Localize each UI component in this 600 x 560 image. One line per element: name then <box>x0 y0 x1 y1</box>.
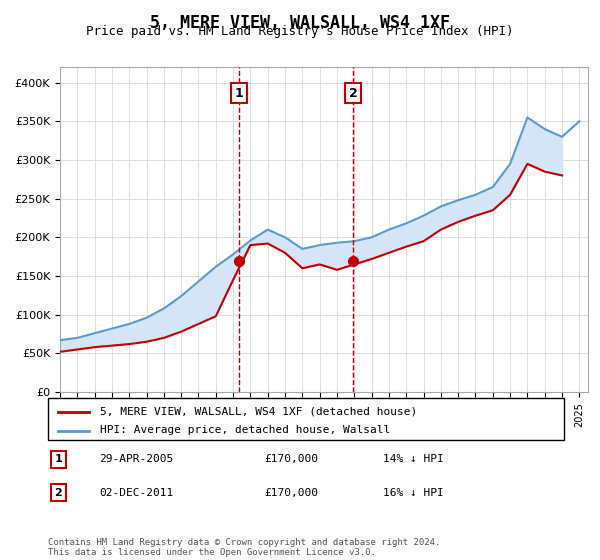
Text: 2: 2 <box>349 87 357 100</box>
FancyBboxPatch shape <box>48 398 564 440</box>
Text: 29-APR-2005: 29-APR-2005 <box>100 454 174 464</box>
Text: £170,000: £170,000 <box>265 454 319 464</box>
Text: 16% ↓ HPI: 16% ↓ HPI <box>383 488 444 498</box>
Text: 5, MERE VIEW, WALSALL, WS4 1XF: 5, MERE VIEW, WALSALL, WS4 1XF <box>150 14 450 32</box>
Text: 02-DEC-2011: 02-DEC-2011 <box>100 488 174 498</box>
Text: 1: 1 <box>55 454 62 464</box>
Text: 1: 1 <box>235 87 243 100</box>
Text: Price paid vs. HM Land Registry's House Price Index (HPI): Price paid vs. HM Land Registry's House … <box>86 25 514 38</box>
Text: HPI: Average price, detached house, Walsall: HPI: Average price, detached house, Wals… <box>100 426 390 435</box>
Text: 2: 2 <box>55 488 62 498</box>
Text: 5, MERE VIEW, WALSALL, WS4 1XF (detached house): 5, MERE VIEW, WALSALL, WS4 1XF (detached… <box>100 406 417 416</box>
Text: 14% ↓ HPI: 14% ↓ HPI <box>383 454 444 464</box>
Text: £170,000: £170,000 <box>265 488 319 498</box>
Text: Contains HM Land Registry data © Crown copyright and database right 2024.
This d: Contains HM Land Registry data © Crown c… <box>48 538 440 557</box>
